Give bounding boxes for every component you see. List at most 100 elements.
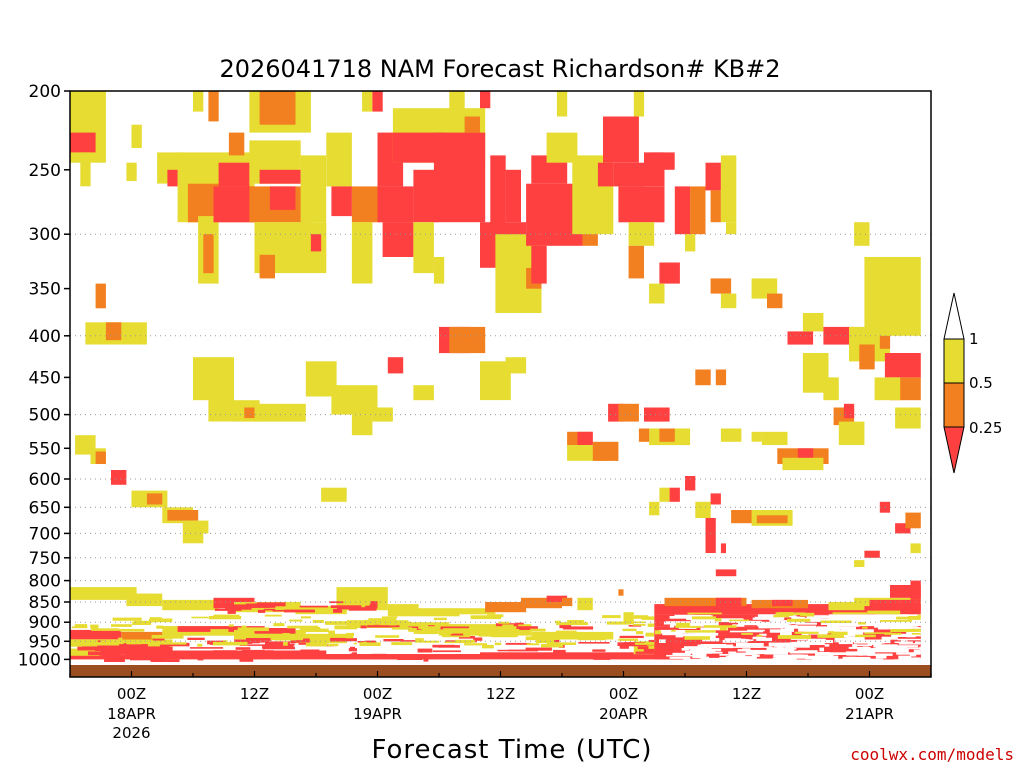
colorbar-bin-orange xyxy=(943,382,965,428)
heatmap-streak xyxy=(875,614,909,617)
heatmap-cell xyxy=(372,407,393,422)
y-axis: 200 250 300 350 400 450 500 550 600 650 700 750 8008… xyxy=(18,82,70,670)
heatmap-streak xyxy=(847,619,863,621)
heatmap-streak xyxy=(842,656,856,660)
heatmap-streak xyxy=(497,649,509,652)
heatmap-streak xyxy=(365,605,378,609)
heatmap-streak xyxy=(242,634,253,637)
heatmap-streak xyxy=(391,642,413,646)
heatmap-cell xyxy=(659,487,670,502)
heatmap-cell xyxy=(772,599,793,607)
heatmap-streak xyxy=(806,615,840,619)
heatmap-cell xyxy=(556,91,568,117)
heatmap-cell xyxy=(490,155,506,235)
heatmap-streak xyxy=(898,655,912,660)
heatmap-streak xyxy=(516,626,538,629)
heatmap-cell xyxy=(879,335,891,349)
heatmap-cell xyxy=(695,369,711,386)
heatmap-streak xyxy=(758,624,789,627)
heatmap-streak xyxy=(832,626,840,629)
heatmap-streak xyxy=(647,623,655,627)
heatmap-cell xyxy=(418,608,460,617)
heatmap-streak xyxy=(681,648,690,651)
heatmap-streak xyxy=(795,622,817,625)
heatmap-streak xyxy=(187,637,205,640)
y-tick-label: 1000 xyxy=(18,650,61,670)
y-tick-label: 350 xyxy=(29,280,61,300)
heatmap-streak xyxy=(849,656,871,660)
heatmap-streak xyxy=(902,658,916,662)
heatmap-streak xyxy=(350,653,357,657)
heatmap-streak xyxy=(300,649,320,654)
heatmap-streak xyxy=(634,642,655,645)
heatmap-cell xyxy=(254,403,306,422)
heatmap-streak xyxy=(367,625,400,628)
heatmap-cell xyxy=(259,254,275,279)
heatmap-streak xyxy=(741,633,753,635)
heatmap-streak xyxy=(90,624,99,629)
chart-title: 2026041718 NAM Forecast Richardson# KB#2 xyxy=(219,55,780,83)
heatmap-streak xyxy=(148,618,156,623)
colorbar-label-0.5: 0.5 xyxy=(969,374,993,392)
heatmap-streak xyxy=(662,632,682,636)
heatmap-streak xyxy=(827,623,860,627)
heatmap-streak xyxy=(687,612,722,615)
heatmap-streak xyxy=(463,643,487,646)
heatmap-streak xyxy=(505,642,531,645)
heatmap-streak xyxy=(432,650,461,653)
heatmap-streak xyxy=(239,652,246,656)
heatmap-streak xyxy=(906,631,921,633)
heatmap-streak xyxy=(239,644,271,646)
heatmap-streak xyxy=(554,620,561,624)
heatmap-streak xyxy=(140,648,155,651)
heatmap-cell xyxy=(459,608,496,615)
heatmap-streak xyxy=(701,621,719,626)
heatmap-streak xyxy=(546,642,576,645)
heatmap-streak xyxy=(348,607,377,611)
heatmap-cell xyxy=(70,587,137,598)
heatmap-streak xyxy=(262,652,282,656)
heatmap-streak xyxy=(848,646,871,649)
heatmap-streak xyxy=(397,656,423,660)
heatmap-cell xyxy=(480,652,634,658)
heatmap-streak xyxy=(820,639,833,644)
heatmap-streak xyxy=(864,632,892,634)
heatmap-streak xyxy=(227,609,236,614)
heatmap-cell xyxy=(80,152,91,187)
heatmap-streak xyxy=(898,643,921,645)
heatmap-cell xyxy=(177,626,265,632)
heatmap-cell xyxy=(705,533,716,553)
heatmap-streak xyxy=(197,657,204,661)
heatmap-streak xyxy=(482,653,507,657)
heatmap-streak xyxy=(126,641,142,645)
heatmap-streak xyxy=(910,626,918,629)
heatmap-streak xyxy=(890,629,916,632)
heatmap-streak xyxy=(470,615,502,620)
heatmap-streak xyxy=(161,650,170,654)
heatmap-cell xyxy=(597,162,614,187)
heatmap-streak xyxy=(902,623,921,626)
heatmap-cell xyxy=(259,169,301,184)
heatmap-streak xyxy=(844,614,859,616)
heatmap-streak xyxy=(132,657,152,661)
heatmap-cell xyxy=(126,162,137,181)
heatmap-streak xyxy=(450,633,464,637)
heatmap-streak xyxy=(875,655,887,659)
heatmap-cell xyxy=(351,414,373,436)
heatmap-streak xyxy=(498,621,510,624)
heatmap-streak xyxy=(773,654,809,658)
heatmap-streak xyxy=(665,621,694,623)
y-tick-label: 750 xyxy=(29,549,61,569)
heatmap-streak xyxy=(414,640,440,643)
heatmap-streak xyxy=(852,644,857,648)
heatmap-cell xyxy=(126,593,163,607)
heatmap-streak xyxy=(775,612,806,616)
heatmap-cell xyxy=(603,116,639,163)
heatmap-streak xyxy=(757,614,783,617)
heatmap-streak xyxy=(225,605,251,610)
heatmap-cell xyxy=(310,234,322,252)
heatmap-streak xyxy=(592,649,606,652)
heatmap-streak xyxy=(352,652,357,655)
y-tick-label: 850 xyxy=(29,593,61,613)
heatmap-streak xyxy=(692,655,707,659)
